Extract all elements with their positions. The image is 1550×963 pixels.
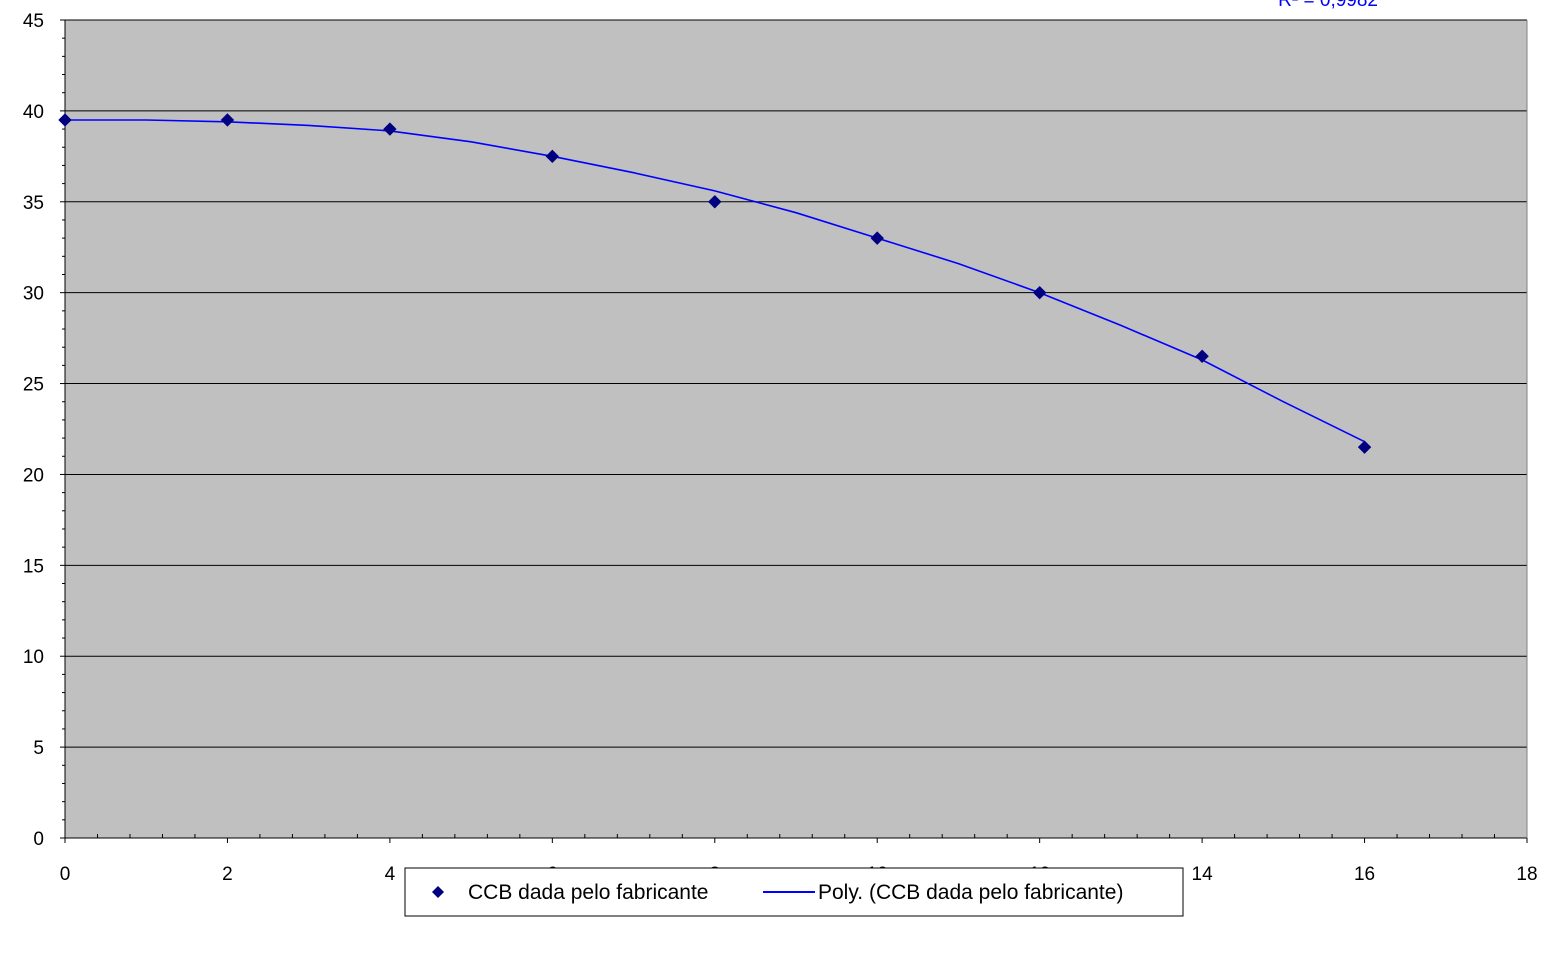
y-tick-label: 0: [33, 829, 44, 850]
y-tick-label: 35: [23, 193, 44, 214]
data-point: [545, 149, 560, 164]
x-tick-label: 14: [1192, 864, 1214, 885]
y-tick-label: 30: [23, 284, 44, 305]
trendline-layer: [65, 119, 1365, 443]
y-tick-label: 45: [23, 11, 44, 32]
x-tick-label: 2: [222, 864, 233, 885]
r-squared-annotation: R² = 0,9982: [1278, 0, 1378, 11]
plot-area: [65, 20, 1527, 838]
data-point: [220, 113, 235, 127]
x-tick-label: 18: [1516, 864, 1537, 885]
y-tick-label: 40: [23, 102, 44, 123]
data-point: [58, 113, 72, 127]
data-point: [1032, 285, 1047, 300]
grid-lines: [65, 19, 1527, 748]
marker-layer: [58, 113, 1372, 454]
data-point: [1195, 349, 1209, 363]
y-tick-label: 20: [23, 465, 44, 486]
y-tick-label: 25: [23, 375, 44, 396]
data-point: [1357, 440, 1372, 454]
legend-marker-diamond: [432, 886, 444, 898]
legend-label-trendline: Poly. (CCB dada pelo fabricante): [818, 881, 1123, 904]
y-tick-label: 5: [33, 738, 44, 759]
x-tick-label: 4: [385, 864, 396, 885]
x-tick-label: 16: [1354, 864, 1375, 885]
data-point: [708, 195, 722, 209]
x-tick-label: 0: [60, 864, 71, 885]
y-tick-label: 10: [23, 647, 44, 668]
trendline: [65, 119, 1365, 443]
data-point: [383, 122, 397, 136]
data-point: [870, 231, 884, 245]
legend: CCB dada pelo fabricante Poly. (CCB dada…: [404, 867, 1184, 917]
legend-label-markers: CCB dada pelo fabricante: [468, 881, 709, 904]
y-tick-label: 15: [23, 556, 44, 577]
y-ticks: 0 5 10 15 20 25 30 35 40 45: [23, 11, 65, 850]
